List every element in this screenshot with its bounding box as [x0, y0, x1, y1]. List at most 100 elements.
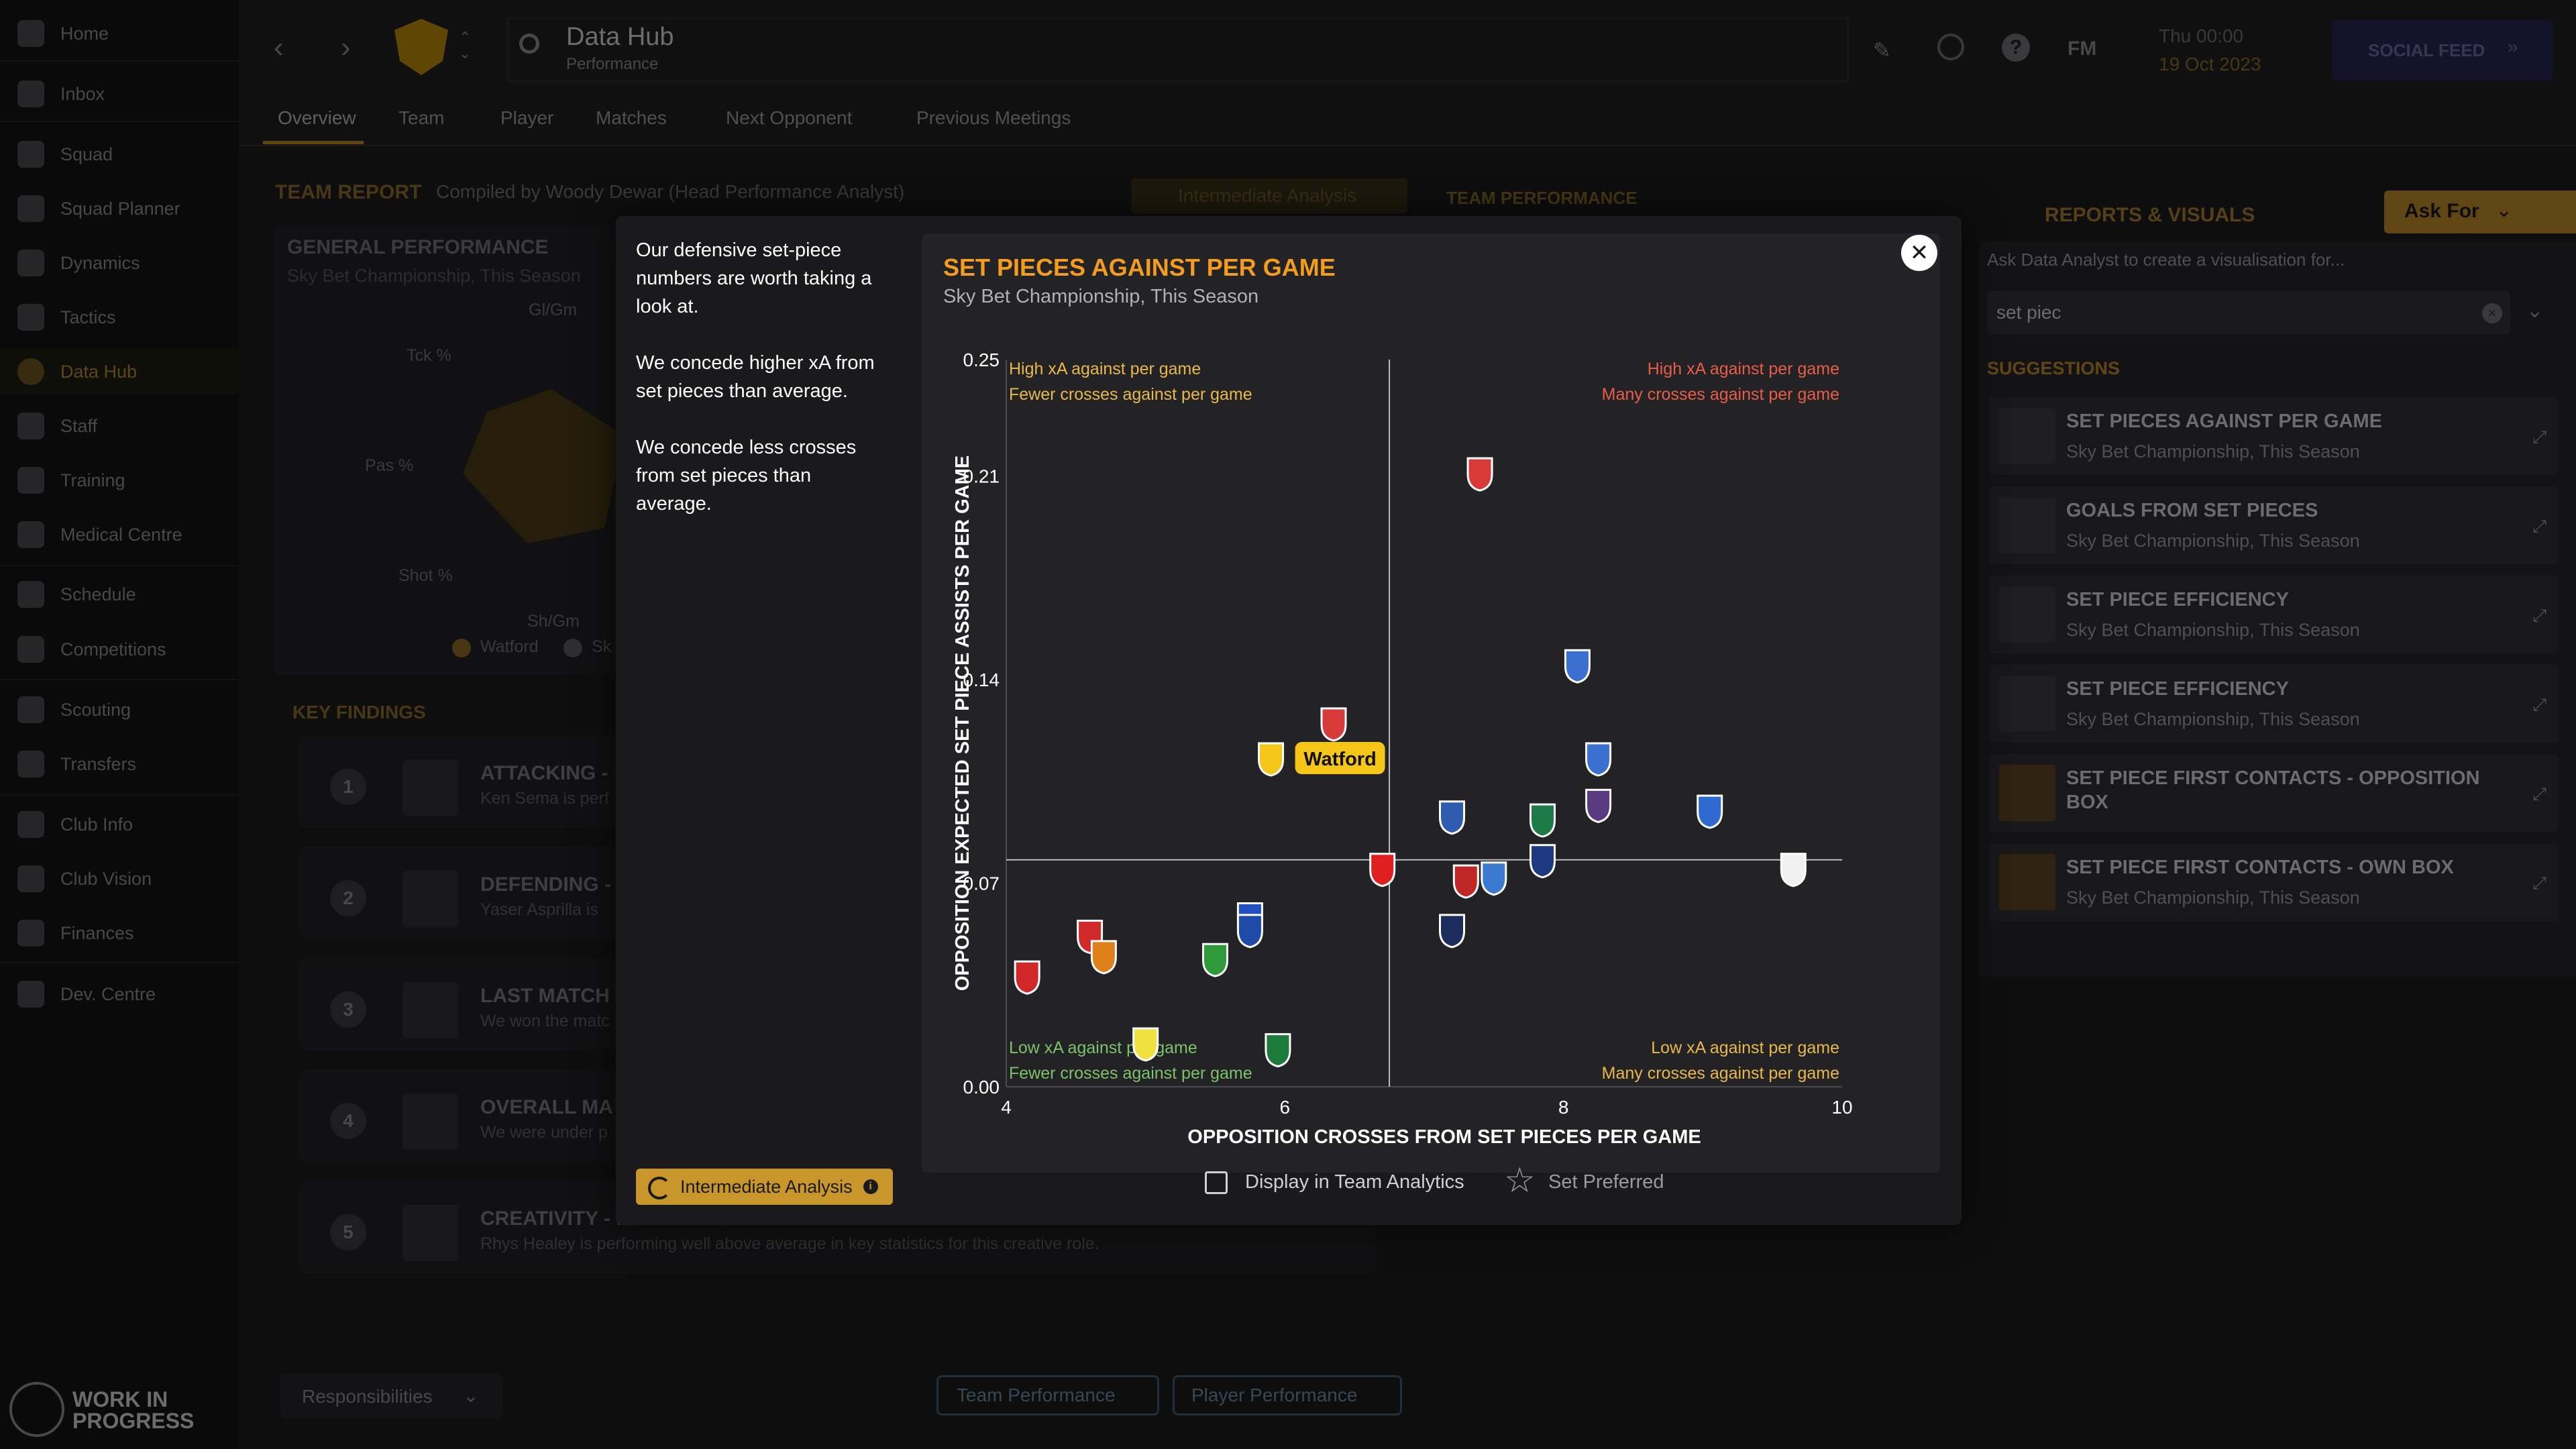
top-bar [239, 0, 2576, 94]
display-in-team-analytics-checkbox[interactable] [1205, 1171, 1228, 1194]
tab-previous-meetings[interactable]: Previous Meetings [916, 107, 1071, 128]
suggestion-item[interactable]: SET PIECE EFFICIENCY Sky Bet Championship… [1990, 576, 2559, 653]
tab-overview[interactable]: Overview [278, 107, 356, 128]
nav-data-hub[interactable]: Data Hub [0, 349, 239, 394]
key-findings-heading: KEY FINDINGS [292, 702, 426, 722]
social-feed-button[interactable] [2332, 20, 2553, 80]
radar-label: Pas % [365, 456, 414, 475]
close-icon[interactable]: ✕ [1901, 235, 1937, 271]
club-badge[interactable] [1585, 742, 1612, 777]
club-badge[interactable] [1780, 853, 1807, 888]
club-badge[interactable] [1265, 1033, 1291, 1068]
forward-arrow-icon[interactable]: › [341, 31, 351, 64]
tab-matches[interactable]: Matches [596, 107, 667, 128]
club-badge[interactable] [1202, 943, 1228, 977]
suggestion-title: SET PIECES AGAINST PER GAME [2066, 411, 2383, 432]
nav-medical-centre[interactable]: Medical Centre [0, 512, 239, 557]
club-badge[interactable] [1439, 914, 1466, 949]
chevron-down-icon[interactable]: ⌄ [2526, 300, 2544, 322]
insights-panel: Our defensive set-piece numbers are wort… [636, 236, 891, 546]
open-external-icon: ⤢ [2532, 427, 2546, 447]
team-performance-link[interactable]: TEAM PERFORMANCE [1446, 188, 1638, 208]
club-badge[interactable] [1529, 844, 1556, 879]
medical-icon [17, 521, 44, 548]
nav-label: Competitions [60, 639, 166, 659]
transfers-icon [17, 751, 44, 777]
responsibilities-dropdown[interactable] [280, 1374, 502, 1418]
player-performance-button[interactable] [1173, 1375, 1402, 1415]
highlight-label: Watford [1303, 749, 1376, 770]
club-badge[interactable] [1564, 649, 1591, 684]
club-badge[interactable] [1320, 707, 1347, 742]
club-badge[interactable] [1466, 457, 1493, 492]
finances-icon [17, 920, 44, 947]
suggestion-item[interactable]: SET PIECE FIRST CONTACTS - OWN BOX Sky Be… [1990, 843, 2559, 921]
suggestion-item[interactable]: GOALS FROM SET PIECES Sky Bet Championshi… [1990, 486, 2559, 564]
club-badge[interactable] [1236, 914, 1263, 949]
display-in-team-analytics-label[interactable]: Display in Team Analytics [1245, 1171, 1464, 1193]
finding-desc: We were under p [480, 1123, 608, 1142]
suggestion-item[interactable]: SET PIECE FIRST CONTACTS - OPPOSITION BO… [1990, 754, 2559, 832]
suggestion-item[interactable]: SET PIECES AGAINST PER GAME Sky Bet Champ… [1990, 397, 2559, 475]
nav-label: Finances [60, 922, 134, 943]
club-badge[interactable] [1529, 803, 1556, 838]
highlight-badge[interactable] [1258, 742, 1285, 777]
nav-label: Transfers [60, 753, 137, 774]
chart-thumbnail-icon [1999, 586, 2055, 643]
star-icon[interactable]: ☆ [1504, 1161, 1536, 1200]
ask-for-button[interactable] [2384, 191, 2576, 233]
player-performance-label: Player Performance [1191, 1385, 1358, 1405]
intermediate-analysis-badge[interactable]: Intermediate Analysis i [636, 1169, 893, 1205]
nav-dynamics[interactable]: Dynamics [0, 240, 239, 286]
back-arrow-icon[interactable]: ‹ [274, 31, 284, 64]
info-icon[interactable]: i [863, 1179, 878, 1194]
set-preferred-label[interactable]: Set Preferred [1548, 1171, 1664, 1193]
nav-scouting[interactable]: Scouting [0, 687, 239, 733]
tab-player[interactable]: Player [500, 107, 554, 128]
nav-squad[interactable]: Squad [0, 131, 239, 177]
club-badge[interactable] [1481, 861, 1507, 896]
club-badge[interactable] [1132, 1027, 1159, 1062]
nav-home[interactable]: Home [0, 11, 239, 56]
team-performance-button[interactable] [936, 1375, 1159, 1415]
training-icon [17, 467, 44, 494]
chart-thumbnail-icon [1999, 408, 2055, 464]
club-badge[interactable] [1014, 960, 1040, 995]
finding-number: 2 [330, 880, 366, 916]
fm-label[interactable]: FM [2068, 38, 2097, 60]
nav-label: Medical Centre [60, 524, 182, 545]
nav-tactics[interactable]: Tactics [0, 294, 239, 340]
nav-training[interactable]: Training [0, 458, 239, 503]
nav-transfers[interactable]: Transfers [0, 741, 239, 787]
club-badge[interactable] [1697, 794, 1723, 829]
edit-icon[interactable]: ✎ [1873, 38, 1891, 62]
club-badge[interactable] [1369, 853, 1396, 888]
nav-schedule[interactable]: Schedule [0, 572, 239, 617]
visualisation-search-input[interactable] [1987, 291, 2510, 334]
nav-club-vision[interactable]: Club Vision [0, 856, 239, 902]
suggestion-sub: Sky Bet Championship, This Season [2066, 888, 2360, 908]
suggestion-item[interactable]: SET PIECE EFFICIENCY Sky Bet Championship… [1990, 665, 2559, 743]
nav-finances[interactable]: Finances [0, 910, 239, 956]
nav-squad-planner[interactable]: Squad Planner [0, 186, 239, 231]
chart-card [922, 233, 1940, 1173]
nav-inbox[interactable]: Inbox [0, 71, 239, 117]
nav-dev-centre[interactable]: Dev. Centre [0, 971, 239, 1017]
nav-label: Schedule [60, 584, 136, 604]
help-icon[interactable]: ? [2002, 34, 2030, 62]
nav-staff[interactable]: Staff [0, 403, 239, 449]
tab-team[interactable]: Team [398, 107, 445, 128]
brain-icon[interactable] [1937, 34, 1964, 60]
club-badge[interactable] [1090, 940, 1117, 975]
search-bar[interactable] [507, 17, 1849, 82]
nav-club-info[interactable]: Club Info [0, 802, 239, 847]
nav-competitions[interactable]: Competitions [0, 627, 239, 672]
active-tab-indicator [263, 141, 364, 144]
club-badge[interactable] [1452, 864, 1479, 899]
club-switch-icon[interactable]: ⌃ ⌄ [459, 29, 472, 62]
tab-next-opponent[interactable]: Next Opponent [726, 107, 853, 128]
club-badge[interactable] [1439, 800, 1466, 835]
y-tick-label: 0.25 [963, 350, 1000, 370]
clear-icon[interactable]: × [2482, 303, 2502, 323]
club-badge[interactable] [1585, 788, 1612, 823]
